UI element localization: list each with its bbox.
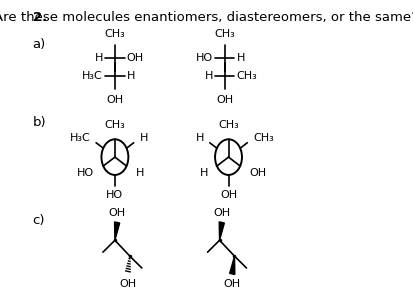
- Polygon shape: [218, 222, 224, 240]
- Text: H₃C: H₃C: [69, 133, 90, 143]
- Text: b): b): [33, 116, 46, 128]
- Text: a): a): [33, 38, 46, 51]
- Text: OH: OH: [108, 208, 126, 218]
- Polygon shape: [114, 222, 119, 240]
- Text: OH: OH: [219, 190, 237, 200]
- Text: OH: OH: [249, 168, 266, 178]
- Text: OH: OH: [119, 279, 136, 289]
- Text: CH₃: CH₃: [104, 29, 125, 39]
- Text: H₃C: H₃C: [82, 71, 103, 81]
- Text: H: H: [195, 133, 204, 143]
- Polygon shape: [229, 256, 234, 274]
- Text: H: H: [135, 168, 144, 178]
- Text: CH₃: CH₃: [218, 120, 238, 131]
- Text: Are these molecules enantiomers, diastereomers, or the same?: Are these molecules enantiomers, diaster…: [0, 11, 413, 24]
- Text: CH₃: CH₃: [252, 133, 273, 143]
- Text: OH: OH: [126, 53, 144, 63]
- Text: OH: OH: [213, 208, 230, 218]
- Text: 2.: 2.: [33, 11, 47, 24]
- Text: OH: OH: [223, 279, 240, 289]
- Text: H: H: [199, 168, 207, 178]
- Text: CH₃: CH₃: [214, 29, 235, 39]
- Text: CH₃: CH₃: [104, 120, 125, 131]
- Text: c): c): [33, 213, 45, 227]
- Text: OH: OH: [216, 95, 233, 105]
- Text: HO: HO: [195, 53, 212, 63]
- Text: OH: OH: [106, 95, 123, 105]
- Text: H: H: [126, 71, 135, 81]
- Text: H: H: [236, 53, 244, 63]
- Text: HO: HO: [77, 168, 94, 178]
- Text: H: H: [94, 53, 103, 63]
- Text: CH₃: CH₃: [236, 71, 257, 81]
- Text: H: H: [204, 71, 212, 81]
- Text: HO: HO: [106, 190, 123, 200]
- Text: H: H: [139, 133, 147, 143]
